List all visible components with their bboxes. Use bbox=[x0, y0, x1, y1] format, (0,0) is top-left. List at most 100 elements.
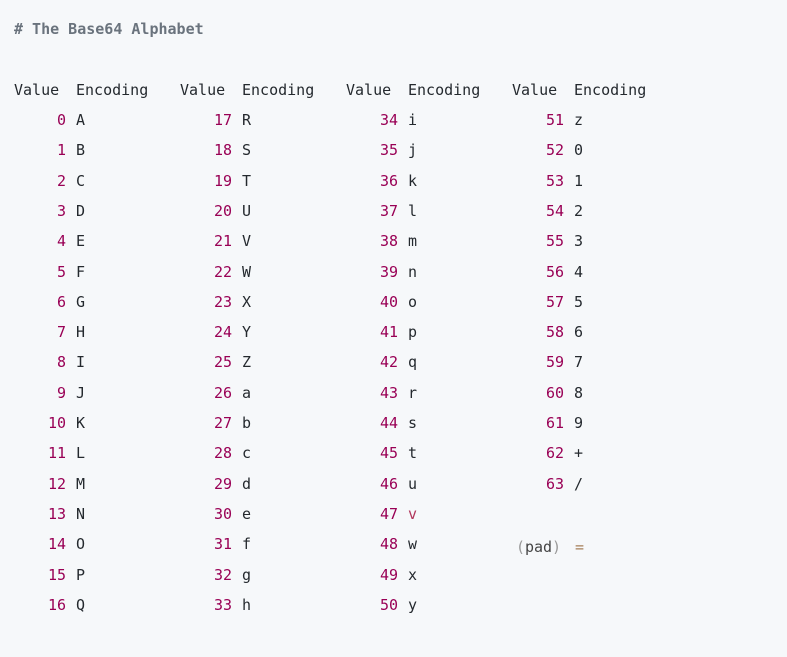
value-number: 16 bbox=[47, 595, 66, 614]
value-number: 58 bbox=[545, 323, 564, 342]
encoding-char: 6 bbox=[574, 323, 584, 342]
comment-line: # The Base64 Alphabet bbox=[14, 20, 204, 38]
value-number: 38 bbox=[379, 232, 398, 251]
encoding-char: W bbox=[242, 262, 252, 281]
encoding-char: 7 bbox=[574, 353, 584, 372]
encoding-char: y bbox=[408, 595, 418, 614]
header-encoding-4: Encoding bbox=[574, 81, 647, 99]
encoding-char: I bbox=[76, 353, 86, 372]
encoding-char: v bbox=[408, 504, 418, 523]
encoding-char: A bbox=[76, 111, 86, 129]
value-number: 20 bbox=[213, 201, 232, 220]
value-number: 24 bbox=[213, 323, 232, 342]
value-number: 52 bbox=[545, 141, 564, 160]
encoding-char: R bbox=[242, 111, 252, 129]
table-row: 38 m bbox=[0, 231, 787, 251]
table-row: 20 U bbox=[0, 201, 787, 221]
encoding-char: h bbox=[242, 595, 252, 614]
value-number: 30 bbox=[213, 504, 232, 523]
encoding-char: s bbox=[408, 414, 418, 432]
encoding-char: 0 bbox=[574, 141, 584, 160]
encoding-char: E bbox=[76, 232, 86, 251]
table-row: 18 S bbox=[0, 140, 787, 160]
encoding-char: X bbox=[242, 292, 252, 311]
table-row: 55 3 bbox=[0, 231, 787, 251]
value-number: 37 bbox=[379, 201, 398, 220]
value-number: 19 bbox=[213, 171, 232, 190]
table-row: 33 h bbox=[0, 595, 787, 615]
value-number: 49 bbox=[379, 565, 398, 584]
table-row: 59 7 bbox=[0, 352, 787, 372]
header-value-1: Value bbox=[14, 81, 60, 99]
pad-label: pad bbox=[525, 538, 553, 556]
encoding-char: B bbox=[76, 141, 86, 160]
value-number: 12 bbox=[47, 474, 66, 493]
value-number: 63 bbox=[545, 474, 564, 493]
header-value-2: Value bbox=[180, 81, 226, 99]
encoding-char: O bbox=[76, 535, 86, 554]
value-number: 8 bbox=[56, 353, 66, 372]
encoding-char: e bbox=[242, 504, 252, 523]
table-row: 56 4 bbox=[0, 262, 787, 282]
encoding-char: Y bbox=[242, 323, 252, 342]
encoding-char: S bbox=[242, 141, 252, 160]
table-row: 54 2 bbox=[0, 201, 787, 221]
table-row: 27 b bbox=[0, 413, 787, 433]
encoding-char: N bbox=[76, 504, 86, 523]
value-number: 62 bbox=[545, 444, 564, 463]
header-value-4: Value bbox=[512, 81, 558, 99]
value-number: 57 bbox=[545, 292, 564, 311]
value-number: 18 bbox=[213, 141, 232, 160]
value-number: 7 bbox=[56, 323, 66, 342]
encoding-char: p bbox=[408, 323, 418, 342]
table-row: 36 k bbox=[0, 171, 787, 191]
value-number: 2 bbox=[56, 171, 66, 190]
value-number: 3 bbox=[56, 201, 66, 220]
encoding-char: J bbox=[76, 383, 86, 402]
header-encoding-2: Encoding bbox=[242, 81, 315, 99]
value-number: 9 bbox=[56, 383, 66, 402]
table-row: 57 5 bbox=[0, 292, 787, 312]
value-number: 42 bbox=[379, 353, 398, 372]
value-number: 44 bbox=[379, 414, 398, 432]
encoding-char: K bbox=[76, 414, 86, 432]
table-row: 60 8 bbox=[0, 383, 787, 403]
encoding-char: j bbox=[408, 141, 418, 160]
value-number: 43 bbox=[379, 383, 398, 402]
table-row: 29 d bbox=[0, 474, 787, 494]
encoding-char: / bbox=[574, 474, 584, 493]
encoding-char: U bbox=[242, 201, 252, 220]
table-row: 14 O bbox=[0, 534, 787, 554]
table-row: 16 Q bbox=[0, 595, 787, 615]
value-number: 14 bbox=[47, 535, 66, 554]
encoding-char: n bbox=[408, 262, 418, 281]
table-row: 24 Y bbox=[0, 322, 787, 342]
table-row: 17 R bbox=[0, 110, 787, 130]
encoding-char: m bbox=[408, 232, 418, 251]
header-row: Value Encoding Value Encoding Value Enco… bbox=[0, 80, 787, 100]
encoding-char: d bbox=[242, 474, 252, 493]
encoding-char: w bbox=[408, 535, 418, 554]
header-encoding-1: Encoding bbox=[76, 81, 149, 99]
pad-encoding: = bbox=[575, 538, 585, 556]
value-number: 40 bbox=[379, 292, 398, 311]
value-number: 36 bbox=[379, 171, 398, 190]
value-number: 11 bbox=[47, 444, 66, 463]
table-row: 43 r bbox=[0, 383, 787, 403]
value-number: 32 bbox=[213, 565, 232, 584]
encoding-char: z bbox=[574, 111, 584, 129]
value-number: 61 bbox=[545, 414, 564, 432]
pad-close-paren: ) bbox=[552, 538, 562, 556]
encoding-char: i bbox=[408, 111, 418, 129]
table-row: 26 a bbox=[0, 383, 787, 403]
encoding-char: c bbox=[242, 444, 252, 463]
value-number: 21 bbox=[213, 232, 232, 251]
table-row: 51 z bbox=[0, 110, 787, 130]
encoding-char: 8 bbox=[574, 383, 584, 402]
